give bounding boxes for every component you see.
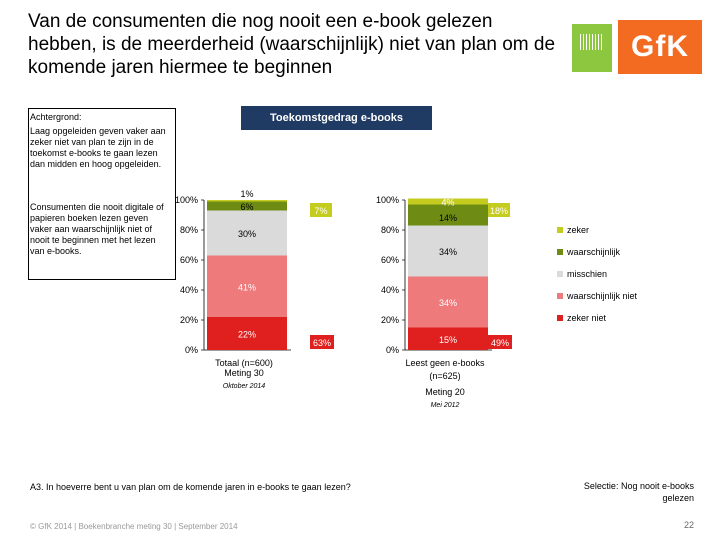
y-tick-label: 80% [180, 225, 198, 235]
category-label: Leest geen e-books [405, 358, 485, 368]
bar-segment-misschien [408, 225, 488, 277]
sidebar-paragraph-1: Laag opgeleiden geven vaker aan zeker ni… [30, 126, 166, 169]
bar-segment-zeker-niet [408, 327, 488, 350]
y-tick-label: 100% [175, 195, 198, 205]
chart-title: Toekomstgedrag e-books [241, 106, 432, 130]
data-label-waarschijnlijk-niet: 41% [238, 282, 256, 292]
legend-label: zeker [567, 225, 589, 235]
sidebar-paragraph-2: Consumenten die nooit digitale of papier… [30, 202, 164, 256]
sum-bottom-box [488, 335, 512, 349]
data-label-waarschijnlijk: 14% [439, 213, 457, 223]
bar-segment-waarschijnlijk [408, 204, 488, 226]
bar-segment-zeker [207, 200, 287, 202]
category-label: Totaal (n=600) [215, 358, 273, 368]
barcode-icon [580, 34, 604, 50]
question-footnote: A3. In hoeverre bent u van plan om de ko… [30, 482, 351, 492]
legend-swatch [557, 271, 563, 277]
y-tick-label: 80% [381, 225, 399, 235]
meting-label: Meting 30 [224, 368, 264, 378]
meting-label: Meting 20 [425, 387, 465, 397]
legend-label: zeker niet [567, 313, 607, 323]
data-label-zeker: 1% [240, 189, 253, 199]
bar-segment-waarschijnlijk-niet [207, 255, 287, 317]
data-label-waarschijnlijk-niet: 34% [439, 298, 457, 308]
y-tick-label: 60% [180, 255, 198, 265]
background-box [28, 108, 176, 280]
legend-swatch [557, 293, 563, 299]
y-tick-label: 100% [376, 195, 399, 205]
data-label-misschien: 30% [238, 229, 256, 239]
bar-segment-zeker [408, 198, 488, 205]
selection-note: Selectie: Nog nooit e-books gelezen [583, 481, 694, 503]
bar-segment-waarschijnlijk-niet [408, 276, 488, 328]
legend-label: waarschijnlijk niet [566, 291, 638, 301]
bar-segment-zeker-niet [207, 317, 287, 350]
y-tick-label: 20% [381, 315, 399, 325]
legend-swatch [557, 315, 563, 321]
bar-segment-misschien [207, 210, 287, 256]
data-label-zeker-niet: 15% [439, 335, 457, 345]
y-tick-label: 0% [185, 345, 198, 355]
legend-swatch [557, 249, 563, 255]
y-tick-label: 0% [386, 345, 399, 355]
sum-top-box [310, 203, 332, 217]
page-title: Van de consumenten die nog nooit een e-b… [28, 11, 556, 78]
date-label: Oktober 2014 [223, 383, 266, 390]
sum-bottom-box [310, 335, 334, 349]
category-label-sub: (n=625) [429, 371, 460, 381]
bar-segment-waarschijnlijk [207, 201, 287, 211]
data-label-zeker-niet: 22% [238, 330, 256, 340]
legend-label: waarschijnlijk [566, 247, 621, 257]
date-label: Mei 2012 [431, 402, 460, 409]
sum-top-label: 18% [490, 206, 508, 216]
page-number: 22 [683, 520, 694, 530]
copyright: © GfK 2014 | Boekenbranche meting 30 | S… [30, 522, 238, 531]
sum-top-box [488, 203, 510, 217]
legend-label: misschien [567, 269, 607, 279]
sum-top-label: 7% [314, 206, 327, 216]
data-label-misschien: 34% [439, 247, 457, 257]
sum-bottom-label: 49% [491, 338, 509, 348]
y-tick-label: 20% [180, 315, 198, 325]
sum-bottom-label: 63% [313, 338, 331, 348]
y-tick-label: 60% [381, 255, 399, 265]
brand-logo-green [572, 24, 612, 72]
sidebar-heading: Achtergrond: [30, 112, 82, 122]
y-tick-label: 40% [180, 285, 198, 295]
gfk-logo: GfK [618, 20, 702, 74]
legend-swatch [557, 227, 563, 233]
y-tick-label: 40% [381, 285, 399, 295]
data-label-waarschijnlijk: 6% [240, 202, 253, 212]
data-label-zeker: 4% [441, 198, 454, 208]
